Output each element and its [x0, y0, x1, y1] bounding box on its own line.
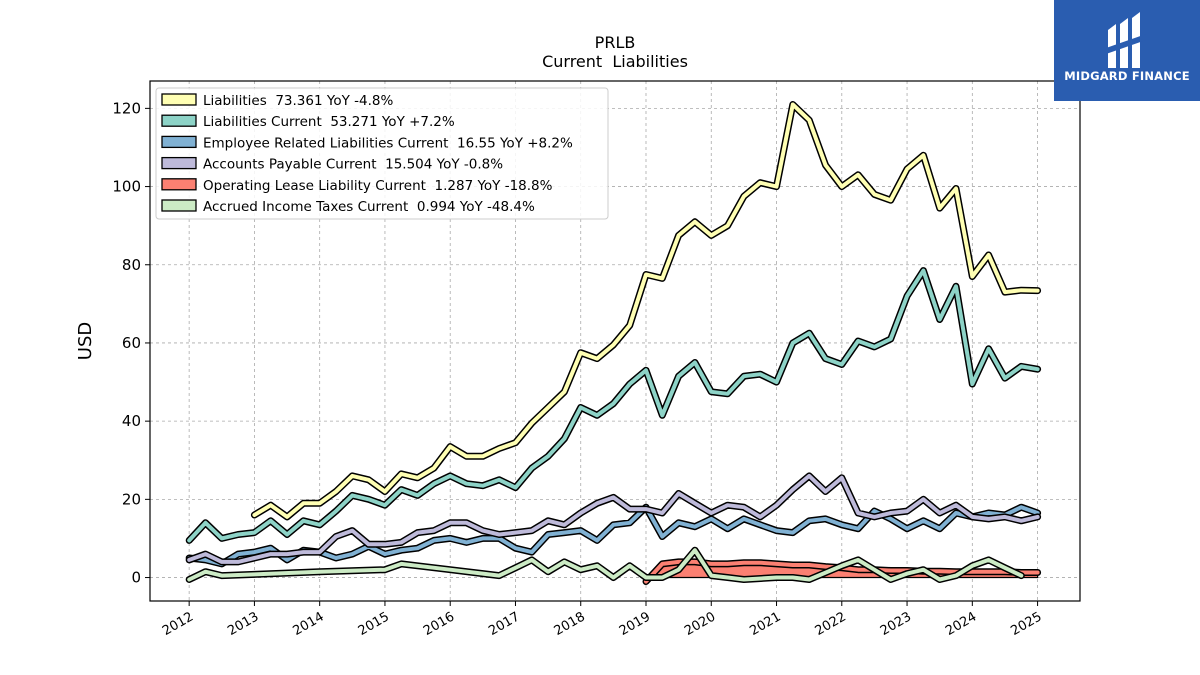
y-tick-label: 40 — [122, 412, 141, 430]
series-line-liabilities — [252, 102, 1040, 519]
brand-logo: MIDGARD FINANCE — [1054, 0, 1200, 101]
legend-swatch — [161, 114, 197, 127]
x-tick-label: 2015 — [356, 609, 392, 639]
chart-title: PRLB — [595, 33, 636, 52]
legend-swatch — [161, 156, 197, 170]
x-tick-label: 2021 — [747, 609, 783, 639]
y-tick-label: 100 — [112, 178, 141, 196]
legend-box — [155, 87, 609, 220]
plot-series — [185, 101, 1042, 585]
midgard-logo-icon — [1106, 12, 1146, 68]
x-axis: 2012 2013 2014 2015 2016 2017 2018 2019 2020 2021… — [160, 601, 1045, 639]
x-tick-label: 2014 — [291, 609, 327, 639]
legend-entry: Employee Related Liabilities Current 16.… — [203, 135, 573, 151]
x-tick-label: 2025 — [1008, 609, 1044, 639]
x-tick-label: 2012 — [160, 609, 196, 639]
legend-entry: Operating Lease Liability Current 1.287 … — [203, 178, 553, 194]
y-tick-label: 120 — [112, 99, 141, 117]
legend-entry: Liabilities Current 53.271 YoY +7.2% — [203, 114, 455, 130]
series-line-accrued-income-taxes-current — [187, 548, 1024, 582]
chart-subtitle: Current Liabilities — [542, 52, 688, 71]
series-line-employee-related-liabilities-current — [187, 505, 1040, 566]
x-tick-label: 2020 — [682, 609, 718, 639]
series-line-liabilities-current — [187, 268, 1040, 543]
x-tick-label: 2022 — [813, 609, 849, 639]
legend-swatch — [161, 135, 197, 149]
legend-entry: Liabilities 73.361 YoY -4.8% — [203, 93, 393, 109]
y-axis-label: USD — [75, 322, 96, 360]
legend-swatch — [161, 178, 197, 191]
y-tick-label: 0 — [131, 569, 141, 587]
series-outline-accounts-payable-current — [185, 472, 1042, 566]
legend-swatch — [161, 93, 197, 106]
x-tick-label: 2019 — [617, 609, 653, 639]
y-tick-label: 80 — [122, 256, 141, 274]
brand-name: MIDGARD FINANCE — [1064, 69, 1190, 83]
x-tick-label: 2017 — [486, 609, 522, 639]
y-tick-label: 60 — [122, 334, 141, 352]
y-axis: 0 20 40 60 80 100 120 — [112, 99, 150, 587]
x-tick-label: 2024 — [943, 609, 979, 639]
legend: Liabilities 73.361 YoY -4.8% Liabilities … — [155, 87, 609, 220]
x-tick-label: 2013 — [225, 609, 261, 639]
x-tick-label: 2018 — [552, 609, 588, 639]
legend-swatch — [161, 199, 197, 212]
series-line-accounts-payable-current — [187, 473, 1040, 564]
x-tick-label: 2016 — [421, 609, 457, 639]
legend-entry: Accounts Payable Current 15.504 YoY -0.8… — [203, 157, 503, 173]
plot-frame — [149, 80, 1081, 602]
y-tick-label: 20 — [122, 490, 141, 508]
legend-entry: Accrued Income Taxes Current 0.994 YoY -… — [203, 199, 535, 215]
x-tick-label: 2023 — [878, 609, 914, 639]
